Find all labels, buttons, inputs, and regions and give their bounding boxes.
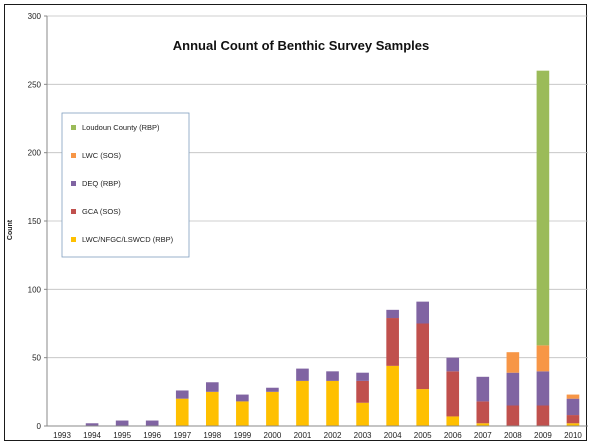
chart-title: Annual Count of Benthic Survey Samples — [173, 38, 429, 53]
y-tick-label: 250 — [28, 80, 42, 89]
bar-segment — [205, 391, 219, 426]
bar-segment — [536, 405, 550, 426]
bar-segment — [386, 365, 399, 426]
x-tick-label: 1995 — [113, 431, 131, 440]
bar-segment — [506, 352, 520, 373]
legend-entry: DEQ (RBP) — [82, 179, 121, 188]
x-tick-label: 2003 — [354, 431, 372, 440]
x-tick-label: 1996 — [143, 431, 161, 440]
bar-segment — [85, 423, 99, 426]
x-tick-label: 1994 — [83, 431, 101, 440]
bar-segment — [356, 380, 369, 403]
legend-entry: GCA (SOS) — [82, 207, 121, 216]
x-tick-label: 1999 — [233, 431, 251, 440]
bar-segment — [476, 423, 490, 426]
y-tick-label: 200 — [28, 149, 42, 158]
y-tick-label: 150 — [28, 217, 42, 226]
x-tick-label: 2001 — [294, 431, 312, 440]
bar-segment — [145, 420, 159, 426]
y-tick-label: 300 — [28, 12, 42, 21]
legend-entry: Loudoun County (RBP) — [82, 123, 160, 132]
bar-segment — [566, 423, 580, 426]
bar-segment — [175, 390, 189, 399]
bar-segment — [566, 394, 580, 399]
legend-swatch — [71, 209, 76, 214]
x-tick-label: 2004 — [384, 431, 402, 440]
bar-segment — [236, 394, 249, 402]
bar-segment — [476, 376, 490, 402]
x-tick-label: 2000 — [264, 431, 282, 440]
y-tick-label: 0 — [37, 422, 42, 431]
bar-segment — [266, 387, 279, 392]
bar-segment — [506, 405, 520, 426]
bar-segment — [205, 382, 219, 392]
x-tick-label: 2007 — [474, 431, 492, 440]
bar-segment — [446, 416, 460, 426]
bar-segment — [296, 368, 309, 381]
x-tick-label: 2002 — [324, 431, 342, 440]
x-tick-label: 2006 — [444, 431, 462, 440]
bar-segment — [326, 380, 339, 426]
legend: Loudoun County (RBP) LWC (SOS) DEQ (RBP) GC… — [61, 112, 190, 258]
bar-segment — [386, 309, 399, 319]
legend-entry: LWC/NFGC/LSWCD (RBP) — [82, 235, 174, 244]
legend-entry: LWC (SOS) — [82, 151, 122, 160]
bar-segment — [446, 371, 460, 417]
y-tick-label: 100 — [28, 285, 42, 294]
bar-segment — [536, 345, 550, 372]
bar-segment — [506, 372, 520, 406]
legend-swatch — [71, 125, 76, 130]
bar-segment — [236, 401, 249, 426]
bar-segment — [386, 318, 399, 366]
bar-segment — [296, 380, 309, 426]
bar-segment — [566, 398, 580, 416]
bar-segment — [416, 301, 430, 324]
y-tick-label: 50 — [32, 354, 41, 363]
bar-segment — [566, 415, 580, 424]
bars — [85, 70, 580, 426]
bar-segment — [536, 371, 550, 406]
x-tick-label: 2008 — [504, 431, 522, 440]
bar-segment — [476, 401, 490, 424]
legend-box — [61, 112, 190, 258]
x-tick-label: 2005 — [414, 431, 432, 440]
bar-segment — [266, 391, 279, 426]
x-tick-label: 1998 — [203, 431, 221, 440]
legend-swatch — [71, 181, 76, 186]
bar-segment — [536, 70, 550, 346]
bar-segment — [356, 372, 369, 381]
legend-swatch — [71, 237, 76, 242]
y-axis-label: Count — [7, 219, 14, 240]
x-tick-label: 1993 — [53, 431, 71, 440]
bar-segment — [115, 420, 129, 426]
x-tick-labels: 1993 1994 1995 1996 1997 1998 1999 2000 2001 2002… — [53, 431, 582, 440]
legend-swatch — [71, 153, 76, 158]
x-tick-label: 2010 — [564, 431, 582, 440]
x-tick-label: 2009 — [534, 431, 552, 440]
bar-segment — [326, 371, 339, 381]
x-tick-label: 1997 — [173, 431, 191, 440]
bar-segment — [175, 398, 189, 426]
bar-segment — [446, 357, 460, 372]
bar-segment — [356, 402, 369, 426]
bar-segment — [416, 323, 430, 390]
bar-segment — [416, 389, 430, 426]
y-tick-labels: 0 50 100 150 200 250 300 — [28, 12, 47, 431]
